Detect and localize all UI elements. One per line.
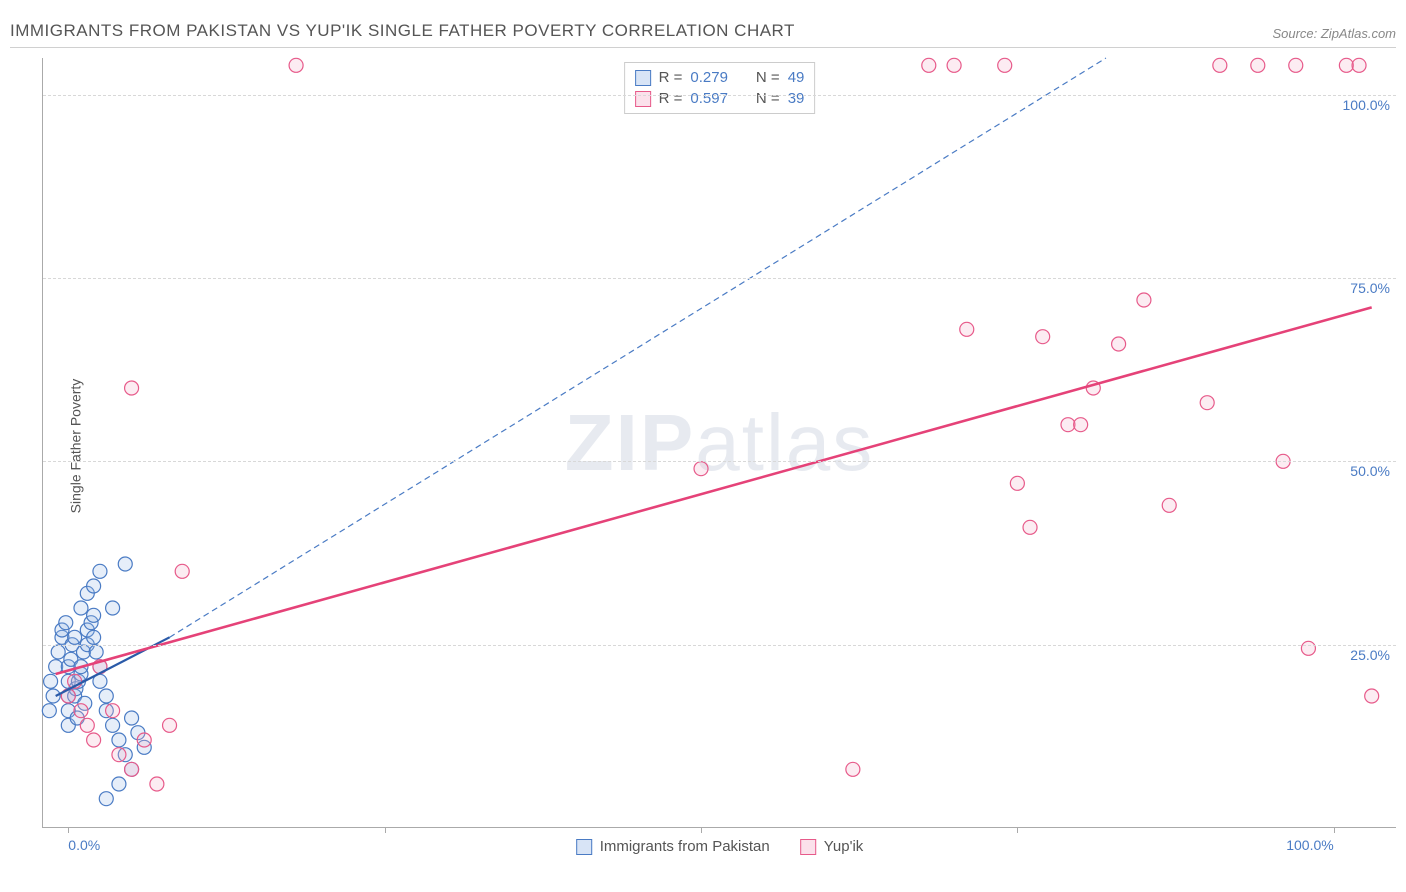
x-tick (1334, 827, 1335, 833)
data-point (99, 792, 113, 806)
data-point (289, 58, 303, 72)
y-tick-label: 100.0% (1343, 97, 1390, 113)
legend-series-label: Immigrants from Pakistan (600, 838, 770, 855)
data-point (846, 762, 860, 776)
y-tick-label: 75.0% (1350, 280, 1390, 296)
legend-r-value: 0.597 (690, 90, 728, 107)
data-point (87, 608, 101, 622)
source-label: Source: ZipAtlas.com (1272, 26, 1396, 41)
gridline-h (43, 645, 1396, 646)
data-point (112, 748, 126, 762)
y-tick-label: 50.0% (1350, 463, 1390, 479)
x-tick (385, 827, 386, 833)
data-point (68, 630, 82, 644)
legend-n-label: N = (756, 90, 780, 107)
legend-n-value: 49 (788, 69, 805, 86)
data-point (80, 718, 94, 732)
data-point (1112, 337, 1126, 351)
legend-series-item: Yup'ik (800, 838, 864, 855)
data-point (1251, 58, 1265, 72)
data-point (960, 322, 974, 336)
data-point (922, 58, 936, 72)
data-point (106, 601, 120, 615)
data-point (89, 645, 103, 659)
data-point (1061, 418, 1075, 432)
data-point (1339, 58, 1353, 72)
legend-series: Immigrants from Pakistan Yup'ik (576, 838, 864, 855)
data-point (1289, 58, 1303, 72)
title-bar: IMMIGRANTS FROM PAKISTAN VS YUP'IK SINGL… (10, 18, 1396, 48)
legend-series-label: Yup'ik (824, 838, 864, 855)
data-point (51, 645, 65, 659)
plot-area: ZIPatlas R =0.279N =49R =0.597N =39 Immi… (42, 58, 1396, 828)
data-point (998, 58, 1012, 72)
data-point (44, 674, 58, 688)
data-point (694, 462, 708, 476)
data-point (112, 733, 126, 747)
data-point (112, 777, 126, 791)
legend-correlation-row: R = 0.597 N = 39 (635, 88, 805, 109)
data-point (1074, 418, 1088, 432)
legend-swatch (800, 839, 816, 855)
legend-series-item: Immigrants from Pakistan (576, 838, 770, 855)
chart-container: IMMIGRANTS FROM PAKISTAN VS YUP'IK SINGL… (0, 0, 1406, 892)
legend-correlation-row: R = 0.279 N = 49 (635, 67, 805, 88)
x-tick (701, 827, 702, 833)
data-point (87, 733, 101, 747)
data-point (106, 718, 120, 732)
legend-correlation: R = 0.279 N = 49 R = 0.597 N = 39 (624, 62, 816, 114)
x-tick-label: 100.0% (1286, 837, 1333, 853)
data-point (59, 616, 73, 630)
legend-r-label: R = (659, 69, 683, 86)
data-point (1162, 498, 1176, 512)
gridline-h (43, 461, 1396, 462)
gridline-h (43, 278, 1396, 279)
data-point (1213, 58, 1227, 72)
legend-r-value: 0.279 (690, 69, 728, 86)
data-point (87, 579, 101, 593)
data-point (1137, 293, 1151, 307)
legend-n-label: N = (756, 69, 780, 86)
data-point (74, 601, 88, 615)
data-point (175, 564, 189, 578)
data-point (99, 689, 113, 703)
x-tick-label: 0.0% (68, 837, 100, 853)
data-point (118, 557, 132, 571)
x-tick (68, 827, 69, 833)
y-tick-label: 25.0% (1350, 647, 1390, 663)
data-point (1010, 476, 1024, 490)
data-point (1023, 520, 1037, 534)
trend-line (56, 307, 1372, 674)
data-point (1301, 641, 1315, 655)
gridline-h (43, 95, 1396, 96)
legend-n-value: 39 (788, 90, 805, 107)
legend-swatch (635, 70, 651, 86)
plot-svg (43, 58, 1396, 827)
data-point (125, 711, 139, 725)
data-point (1036, 330, 1050, 344)
data-point (125, 762, 139, 776)
chart-title: IMMIGRANTS FROM PAKISTAN VS YUP'IK SINGL… (10, 21, 795, 41)
data-point (125, 381, 139, 395)
trend-line (170, 58, 1106, 637)
data-point (1365, 689, 1379, 703)
legend-r-label: R = (659, 90, 683, 107)
data-point (106, 704, 120, 718)
data-point (74, 704, 88, 718)
legend-swatch (576, 839, 592, 855)
data-point (947, 58, 961, 72)
data-point (93, 564, 107, 578)
data-point (1200, 396, 1214, 410)
data-point (137, 733, 151, 747)
data-point (150, 777, 164, 791)
data-point (163, 718, 177, 732)
data-point (1352, 58, 1366, 72)
data-point (42, 704, 56, 718)
data-point (87, 630, 101, 644)
x-tick (1017, 827, 1018, 833)
legend-swatch (635, 91, 651, 107)
